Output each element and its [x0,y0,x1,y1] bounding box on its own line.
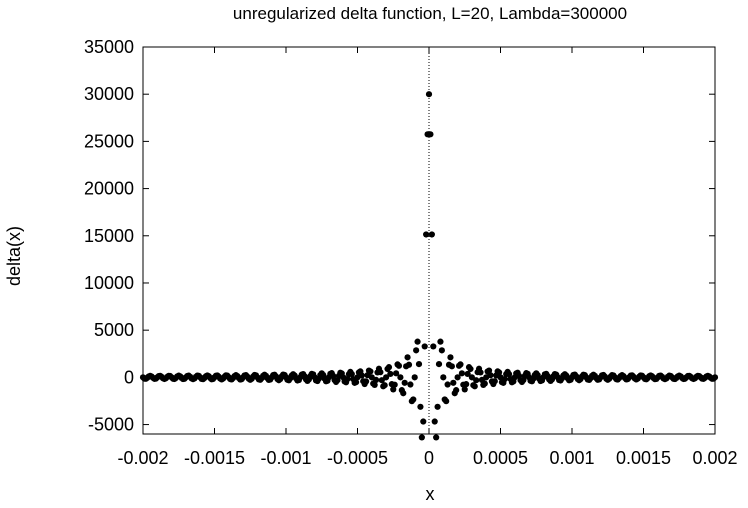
data-point [423,231,430,238]
y-tick-label: 35000 [84,37,134,57]
data-point [491,378,498,385]
x-tick-label: -0.002 [117,448,168,468]
data-point [428,231,435,238]
data-point [397,374,404,381]
data-point [420,418,427,425]
data-point [407,381,414,388]
x-tick-label: 0.0015 [616,448,671,468]
data-point [405,361,413,368]
y-tick-label: 20000 [84,179,134,199]
data-point [377,369,384,376]
data-point [362,378,370,385]
data-point [433,434,440,441]
data-point [495,369,503,376]
y-tick-label: 5000 [94,320,134,340]
data-point [372,376,380,383]
data-point [404,354,411,361]
x-axis-label: x [426,484,435,504]
chart-title: unregularized delta function, L=20, Lamb… [233,4,627,23]
y-tick-label: 0 [124,367,134,387]
data-point [414,338,421,345]
data-point [471,383,478,390]
data-point [348,371,355,378]
plot-frame [142,46,716,435]
data-point [463,381,470,388]
y-tick-label: -5000 [88,415,134,435]
data-point [473,377,480,384]
data-point [344,375,351,383]
data-point [393,370,400,377]
data-point [371,381,378,388]
data-point [438,347,445,354]
x-tick-label: 0.0005 [473,448,528,468]
data-points [139,91,719,441]
data-point [410,396,417,403]
y-tick-label: 25000 [84,131,134,151]
y-tick-label: 30000 [84,84,134,104]
x-tick-label: -0.0005 [327,448,388,468]
data-point [401,379,408,386]
data-point [485,367,493,374]
data-point [352,379,360,386]
data-point [505,371,513,378]
data-point [434,403,441,410]
data-point [501,376,508,383]
data-point [461,386,468,393]
data-point [381,382,388,389]
x-tick-label: -0.001 [260,448,311,468]
data-point [477,369,484,376]
data-point [487,372,494,379]
data-point [467,365,474,373]
y-tick-label: 15000 [84,226,134,246]
x-tick-label: 0 [424,448,434,468]
data-point [444,381,451,388]
data-point [435,361,443,368]
data-point [411,374,418,381]
data-point [358,372,365,379]
data-point [395,362,403,369]
data-point [413,347,420,354]
data-point [457,361,464,368]
data-point [458,370,465,377]
data-point [443,398,450,405]
data-point [385,364,393,371]
data-point [430,343,437,350]
data-point [390,386,397,393]
data-point [387,370,394,378]
data-point [367,368,374,375]
x-tick-label: -0.0015 [184,448,245,468]
data-point [427,131,434,138]
data-point [383,374,390,381]
data-point [453,387,460,394]
axis-tick-labels: -0.002 -0.0015 -0.001 -0.0005 0 0.0005 0.001 0.… [84,37,738,468]
data-point [448,363,455,370]
data-point [400,390,407,397]
data-point [418,434,425,441]
data-point [437,338,444,345]
data-point [415,361,423,368]
x-tick-label: 0.002 [692,448,737,468]
data-point [481,380,488,387]
data-point [391,381,398,388]
x-tick-label: 0.001 [549,448,594,468]
data-point [431,418,438,425]
data-point [464,370,471,378]
y-axis-label: delta(x) [4,226,24,286]
data-point [425,91,433,98]
data-point [447,354,454,361]
data-point [454,374,461,381]
data-point [417,403,424,410]
data-point [421,343,428,350]
data-point [450,379,457,386]
data-point [440,374,447,381]
y-tick-label: 10000 [84,273,134,293]
